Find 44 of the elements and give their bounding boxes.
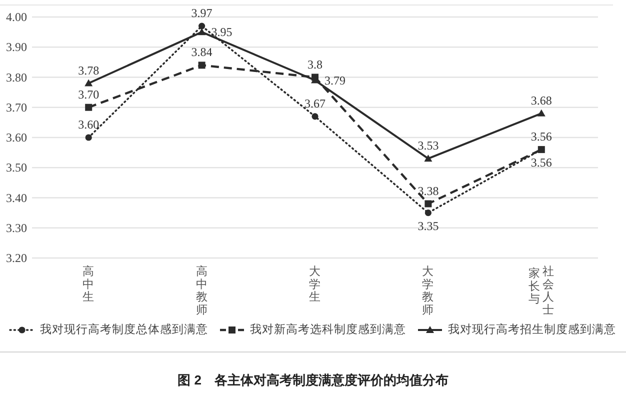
data-label: 3.68: [530, 93, 552, 108]
y-tick-label: 3.50: [6, 160, 27, 175]
y-tick-label: 3.30: [6, 220, 27, 235]
data-label: 3.84: [191, 45, 212, 60]
data-label: 3.56: [530, 156, 552, 170]
y-tick-label: 3.20: [6, 251, 27, 265]
point: [84, 79, 93, 86]
x-tick-label: 大学教师: [422, 265, 434, 316]
point: [312, 113, 318, 120]
point: [424, 210, 432, 216]
data-label: 3.60: [78, 118, 100, 132]
y-tick-label: 3.40: [6, 190, 27, 205]
data-label: 3.95: [211, 25, 232, 40]
data-label: 3.79: [324, 73, 346, 88]
x-tick-label: 大学生: [309, 265, 321, 304]
data-label: 3.38: [418, 184, 439, 198]
legend-label: 我对现行高考制度总体感到满意: [40, 322, 208, 336]
legend-label: 我对新高考选科制度感到满意: [250, 322, 406, 336]
point: [198, 28, 206, 36]
data-label: 3.97: [191, 6, 212, 20]
data-label: 3.70: [78, 87, 100, 102]
y-tick-label: 3.60: [6, 130, 27, 144]
y-tick-label: 3.90: [6, 40, 27, 54]
x-tick-label: 高中教师: [196, 264, 208, 316]
data-label: 3.56: [530, 130, 552, 144]
legend-label: 我对现行高考招生制度感到满意: [448, 322, 616, 336]
point: [424, 200, 432, 208]
data-label: 3.78: [78, 63, 100, 78]
x-tick-label: 高中生: [82, 264, 95, 304]
point: [85, 134, 92, 141]
point: [537, 109, 546, 116]
data-label: 3.53: [418, 138, 439, 153]
data-label: 3.35: [418, 218, 439, 233]
category-label: 家长与社会人士: [528, 266, 554, 316]
y-tick-label: 3.70: [6, 100, 27, 114]
point: [198, 22, 206, 30]
caption: 图 2 各主体对高考制度满意度评价的均值分布: [178, 372, 448, 388]
data-label: 3.67: [304, 96, 326, 110]
point: [85, 104, 92, 111]
data-label: 3.8: [308, 57, 322, 72]
y-tick-label: 4.00: [6, 10, 27, 24]
point: [424, 154, 432, 162]
y-tick-label: 3.80: [6, 70, 27, 84]
point: [198, 62, 206, 69]
